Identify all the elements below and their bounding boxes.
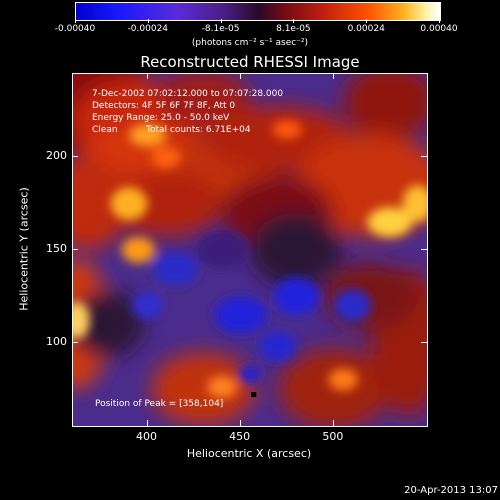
y-axis-label: Heliocentric Y (arcsec) [17,187,31,311]
colorbar-units: (photons cm⁻² s⁻¹ asec⁻²) [191,38,309,48]
heatmap-blob [343,74,427,139]
heatmap-blob [333,288,372,323]
peak-position-label: Position of Peak = [358,104] [95,399,224,409]
x-tick-label: 450 [229,430,251,443]
heatmap-blob [132,292,163,319]
colorbar-tick [439,19,440,23]
heatmap-blob [110,170,223,238]
heatmap-blob [151,146,182,169]
colorbar-tick-label: -8.1e-05 [201,24,240,34]
x-tick [332,420,334,426]
x-axis-label: Heliocentric X (arcsec) [186,447,312,460]
heatmap-blob [207,375,237,399]
heatmap-blob [73,157,129,250]
peak-marker [251,392,257,398]
heatmap-blob [328,368,359,391]
y-tick [72,156,78,158]
heatmap-blob [151,351,256,426]
colorbar-tick [293,19,295,23]
x-tick [332,73,334,79]
colorbar-tick-label: -0.00024 [127,24,169,34]
heatmap-blob [367,207,413,238]
heatmap-blob [110,187,148,221]
colorbar-tick-label: 0.00040 [420,24,458,34]
colorbar-tick [75,19,76,23]
heatmap-blob [121,237,155,263]
heatmap-blob [195,231,249,269]
colorbar-tick-label: -0.00040 [54,24,96,34]
energy-range-label: Energy Range: 25.0 - 50.0 keV [92,113,230,123]
heatmap-blob [259,331,297,362]
x-tick [239,420,241,426]
heatmap-blob [153,251,198,286]
x-tick-label: 400 [136,430,158,443]
heatmap-blob [156,74,250,126]
clean-label: Clean [92,125,118,135]
colorbar-tick-label: 8.1e-05 [276,24,311,34]
heatmap-blob [272,120,303,139]
heatmap-blob [250,212,344,288]
total-counts-label: Total counts: 6.71E+04 [146,125,251,135]
y-tick [421,341,427,343]
colorbar-tick [147,19,149,23]
heatmap-blob [73,301,90,339]
date-stamp: 20-Apr-2013 13:07 [404,485,498,496]
x-tick [146,73,148,79]
colorbar-tick [220,19,222,23]
heatmap-blob [238,364,262,384]
colorbar [75,2,441,21]
heatmap-blob [214,296,267,334]
y-tick [72,341,78,343]
time-range-label: 7-Dec-2002 07:02:12.000 to 07:07:28.000 [92,89,284,99]
heatmap-image [72,73,428,427]
y-tick-label: 100 [46,334,67,348]
heatmap-blob [274,277,319,315]
y-tick [421,156,427,158]
heatmap-blob [73,290,144,358]
y-tick [72,249,78,250]
heatmap-svg [73,74,427,426]
x-tick [239,73,241,79]
detectors-label: Detectors: 4F 5F 6F 7F 8F, Att 0 [92,101,236,111]
colorbar-tick [366,19,368,23]
chart-title: Reconstructed RHESSI Image [140,53,360,71]
y-tick [421,249,427,250]
heatmap-blob [128,124,167,147]
y-tick-label: 200 [46,149,67,163]
x-tick [146,420,148,426]
y-tick-label: 150 [46,242,67,255]
colorbar-tick-label: 0.00024 [347,24,385,34]
x-tick-label: 500 [322,430,344,443]
heatmap-blob [402,185,427,223]
